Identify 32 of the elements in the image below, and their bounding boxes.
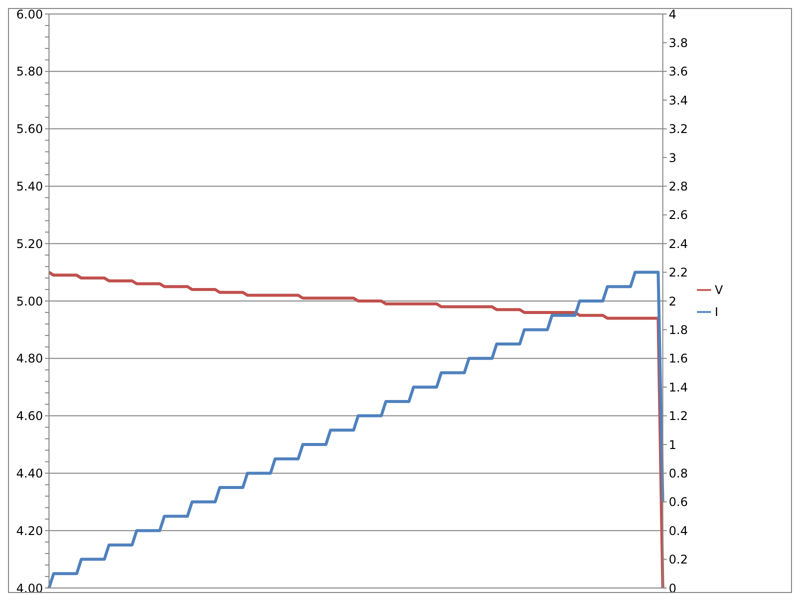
legend-label: V [714,282,723,296]
y-tick-label: 4.20 [16,524,43,538]
y2-tick-label: 2.4 [668,236,688,251]
y-tick-label: 5.40 [16,179,43,194]
y2-tick-label: 2 [668,294,676,308]
y-tick-label: 5.00 [16,294,43,308]
y-tick-label: 5.60 [16,122,43,136]
y2-tick-label: 1.4 [668,380,688,394]
y2-tick-label: 0.8 [668,466,688,480]
y2-tick-label: 1.8 [668,322,688,337]
y2-tick-label: 1 [668,438,676,452]
y2-tick-label: 0.6 [668,495,688,510]
y-tick-label: 4.60 [16,409,43,424]
y2-tick-label: 2.8 [668,179,688,194]
y2-tick-label: 2.2 [668,266,688,280]
y2-tick-label: 1.6 [668,352,688,366]
y2-tick-label: 0.2 [668,552,688,567]
y-tick-label: 5.80 [16,64,43,79]
y2-tick-label: 2.6 [668,208,688,222]
y-tick-label: 4.40 [16,466,43,480]
y2-tick-label: 3.6 [668,64,688,79]
legend-label: I [714,304,718,318]
y-tick-label: 6.00 [16,7,43,22]
y2-tick-label: 3.8 [668,36,688,50]
y2-tick-label: 3.2 [668,122,688,136]
y2-tick-label: 3.4 [668,93,688,108]
y2-tick-label: 4 [668,7,676,22]
y2-tick-label: 1.2 [668,409,688,424]
y2-tick-label: 0.4 [668,524,688,538]
y-tick-label: 4.80 [16,352,43,366]
y2-tick-label: 3 [668,150,676,165]
y-tick-label: 5.20 [16,236,43,251]
